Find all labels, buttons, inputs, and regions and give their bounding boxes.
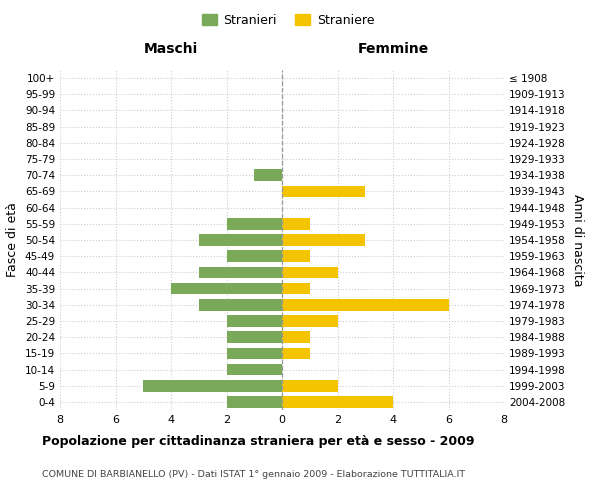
Bar bbox=[199, 266, 282, 278]
Bar bbox=[199, 299, 282, 310]
Bar bbox=[227, 396, 282, 407]
Bar bbox=[199, 234, 282, 246]
Text: COMUNE DI BARBIANELLO (PV) - Dati ISTAT 1° gennaio 2009 - Elaborazione TUTTITALI: COMUNE DI BARBIANELLO (PV) - Dati ISTAT … bbox=[42, 470, 465, 479]
Bar bbox=[282, 315, 337, 327]
Bar bbox=[282, 266, 337, 278]
Bar bbox=[282, 332, 310, 343]
Bar bbox=[227, 348, 282, 359]
Bar bbox=[143, 380, 282, 392]
Bar bbox=[282, 396, 393, 407]
Text: Popolazione per cittadinanza straniera per età e sesso - 2009: Popolazione per cittadinanza straniera p… bbox=[42, 435, 475, 448]
Bar bbox=[171, 282, 282, 294]
Bar bbox=[254, 170, 282, 181]
Bar bbox=[227, 332, 282, 343]
Bar bbox=[227, 218, 282, 230]
Bar bbox=[227, 315, 282, 327]
Bar bbox=[227, 250, 282, 262]
Bar bbox=[282, 234, 365, 246]
Bar bbox=[227, 364, 282, 376]
Bar bbox=[282, 250, 310, 262]
Text: Maschi: Maschi bbox=[144, 42, 198, 56]
Bar bbox=[282, 186, 365, 198]
Bar bbox=[282, 380, 337, 392]
Bar bbox=[282, 218, 310, 230]
Text: Femmine: Femmine bbox=[358, 42, 428, 56]
Bar bbox=[282, 348, 310, 359]
Legend: Stranieri, Straniere: Stranieri, Straniere bbox=[197, 8, 379, 32]
Bar bbox=[282, 282, 310, 294]
Y-axis label: Fasce di età: Fasce di età bbox=[7, 202, 19, 278]
Y-axis label: Anni di nascita: Anni di nascita bbox=[571, 194, 584, 286]
Bar bbox=[282, 299, 449, 310]
